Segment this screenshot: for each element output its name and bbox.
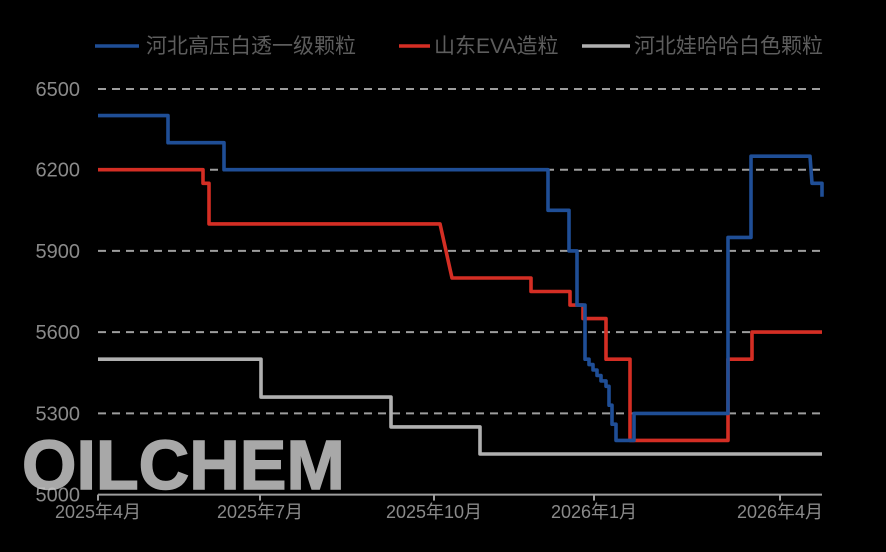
svg-text:山东EVA造粒: 山东EVA造粒 (434, 35, 558, 58)
svg-text:5300: 5300 (36, 403, 81, 425)
svg-text:5900: 5900 (36, 241, 81, 263)
svg-text:5600: 5600 (36, 322, 81, 344)
svg-text:OILCHEM: OILCHEM (22, 426, 345, 504)
svg-text:6500: 6500 (36, 79, 81, 101)
svg-text:2025年10月: 2025年10月 (386, 502, 482, 522)
svg-text:河北高压白透一级颗粒: 河北高压白透一级颗粒 (146, 35, 356, 58)
svg-text:6200: 6200 (36, 160, 81, 182)
svg-text:2026年1月: 2026年1月 (551, 502, 637, 522)
svg-text:2025年4月: 2025年4月 (55, 502, 141, 522)
svg-text:2025年7月: 2025年7月 (217, 502, 303, 522)
svg-text:2026年4月: 2026年4月 (737, 502, 823, 522)
svg-text:河北娃哈哈白色颗粒: 河北娃哈哈白色颗粒 (634, 35, 823, 58)
